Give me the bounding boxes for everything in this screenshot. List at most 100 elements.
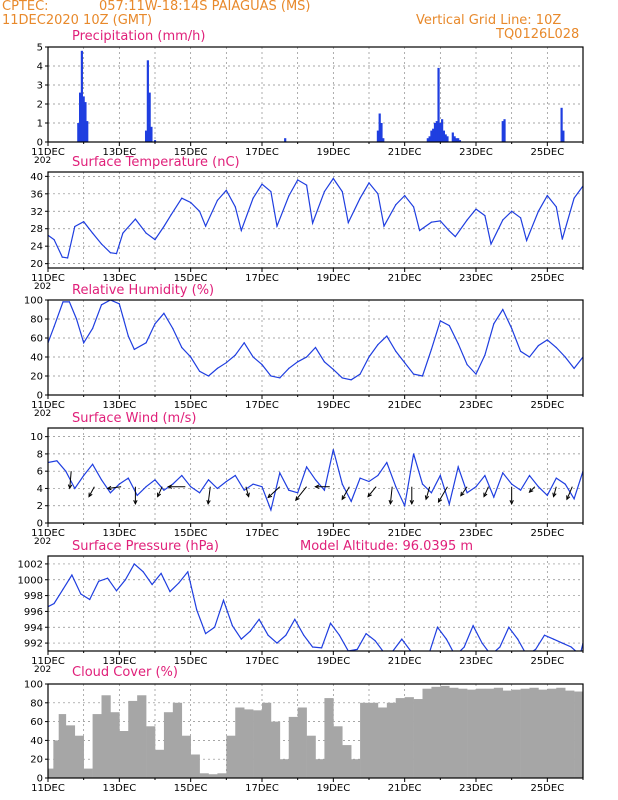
wind-arrow-head bbox=[88, 492, 93, 498]
pressure-point bbox=[240, 638, 242, 640]
cloud-cover-area-segment bbox=[440, 685, 450, 778]
temperature-point bbox=[181, 197, 183, 199]
humidity-point bbox=[386, 335, 388, 337]
humidity-xtick-label: 25DEC bbox=[530, 400, 564, 411]
cloud-cover-area-segment bbox=[208, 774, 218, 778]
cloud-cover-area-segment bbox=[101, 695, 111, 778]
wind-arrow-head bbox=[437, 497, 443, 504]
pressure-plot bbox=[48, 562, 583, 655]
temperature-point bbox=[475, 208, 477, 210]
cloud-cover-area-segment bbox=[431, 686, 441, 778]
temperature-point bbox=[573, 197, 575, 199]
precipitation-bar bbox=[376, 130, 380, 142]
wind-point bbox=[270, 509, 272, 511]
pressure-point bbox=[580, 654, 581, 655]
pressure-point bbox=[383, 652, 384, 653]
wind-arrow bbox=[106, 485, 122, 491]
pressure-xtick-label: 13DEC bbox=[102, 656, 136, 667]
wind-point bbox=[65, 470, 67, 472]
cloud-cover-plot bbox=[48, 685, 583, 778]
humidity-point bbox=[475, 373, 477, 375]
wind-point bbox=[439, 474, 441, 477]
pressure-point bbox=[401, 638, 403, 640]
temperature-point bbox=[288, 195, 290, 197]
cloud-cover-area-segment bbox=[315, 759, 325, 778]
pressure-point bbox=[428, 654, 429, 655]
wind-point bbox=[395, 486, 397, 488]
pressure-point bbox=[222, 599, 225, 601]
cloud-cover-area-segment bbox=[333, 726, 343, 778]
temperature-frame bbox=[47, 171, 584, 269]
wind-point bbox=[546, 494, 548, 496]
cloud-cover-area-segment bbox=[128, 700, 138, 778]
cloud-cover-area-segment bbox=[538, 689, 548, 778]
wind-arrow-head bbox=[460, 491, 465, 497]
humidity-point bbox=[412, 373, 415, 375]
wind-point bbox=[154, 479, 156, 481]
model-altitude-label: Model Altitude: 96.0395 m bbox=[300, 539, 474, 554]
wind-xtick-label: 25DEC bbox=[530, 528, 564, 539]
cloud-cover-area-segment bbox=[467, 689, 477, 778]
pressure-ytick-label: 1002 bbox=[18, 559, 43, 570]
cloud-cover-ytick-label: 60 bbox=[30, 717, 43, 728]
wind-arrow bbox=[437, 486, 448, 504]
wind-point bbox=[412, 453, 415, 455]
humidity-point bbox=[519, 350, 522, 352]
temperature-point bbox=[61, 256, 63, 258]
precipitation-bar bbox=[433, 123, 437, 142]
wind-point bbox=[288, 489, 290, 491]
precipitation-bar bbox=[80, 50, 83, 142]
precipitation-xtick-label: 25DEC bbox=[530, 147, 564, 158]
cloud-cover-area-segment bbox=[288, 716, 298, 778]
wind-arrow-shaft bbox=[88, 486, 95, 497]
humidity-point bbox=[297, 361, 299, 363]
cloud-cover-xtick-label: 13DEC bbox=[102, 783, 136, 794]
humidity-point bbox=[537, 345, 540, 347]
wind-arrow bbox=[460, 486, 468, 497]
precipitation-xtick-label: 19DEC bbox=[316, 147, 350, 158]
precipitation-bar bbox=[435, 121, 438, 142]
cloud-cover-area-segment bbox=[502, 690, 512, 778]
pressure-point bbox=[196, 609, 198, 611]
precipitation-bar bbox=[442, 130, 445, 142]
wind-arrow bbox=[528, 486, 536, 493]
wind-xtick-label: 15DEC bbox=[174, 528, 208, 539]
temperature-point bbox=[234, 206, 236, 208]
wind-point bbox=[216, 487, 219, 490]
precipitation-ytick-label: 5 bbox=[37, 43, 43, 54]
precipitation-bar bbox=[86, 121, 89, 142]
wind-point bbox=[100, 479, 103, 481]
humidity-point bbox=[154, 323, 156, 325]
wind-xtick-label: 23DEC bbox=[459, 528, 493, 539]
wind-xtick-label: 21DEC bbox=[388, 528, 422, 539]
humidity-point bbox=[332, 368, 334, 370]
pressure-point bbox=[463, 646, 465, 648]
temperature-point bbox=[205, 225, 207, 227]
wind-arrow-shaft bbox=[107, 486, 122, 490]
humidity-ytick-label: 20 bbox=[30, 372, 43, 383]
humidity-point bbox=[288, 367, 290, 369]
source-label: CPTEC: bbox=[2, 0, 49, 14]
precipitation-bar bbox=[501, 121, 504, 142]
pressure-title: Surface Pressure (hPa) bbox=[72, 539, 219, 554]
pressure-point bbox=[543, 634, 546, 636]
pressure-point bbox=[294, 618, 296, 620]
cloud-cover-area-segment bbox=[92, 714, 102, 778]
wind-ytick-label: 0 bbox=[37, 519, 43, 530]
precipitation-bar bbox=[426, 138, 429, 142]
humidity-point bbox=[511, 327, 513, 330]
wind-arrow-shaft bbox=[483, 486, 489, 497]
precipitation-xtick-label: 17DEC bbox=[245, 147, 279, 158]
pressure-point bbox=[338, 634, 340, 636]
wind-arrow-head bbox=[424, 495, 430, 501]
wind-point bbox=[493, 496, 495, 498]
temperature-point bbox=[67, 257, 69, 259]
humidity-point bbox=[555, 346, 557, 349]
temperature-point bbox=[83, 221, 85, 223]
cloud-cover-area-segment bbox=[279, 759, 290, 778]
cloud-cover-area-segment bbox=[83, 768, 93, 778]
humidity-point bbox=[314, 346, 317, 349]
wind-arrow-head bbox=[106, 485, 112, 491]
wind-arrow-head bbox=[388, 499, 393, 505]
humidity-ytick-label: 40 bbox=[30, 353, 43, 364]
